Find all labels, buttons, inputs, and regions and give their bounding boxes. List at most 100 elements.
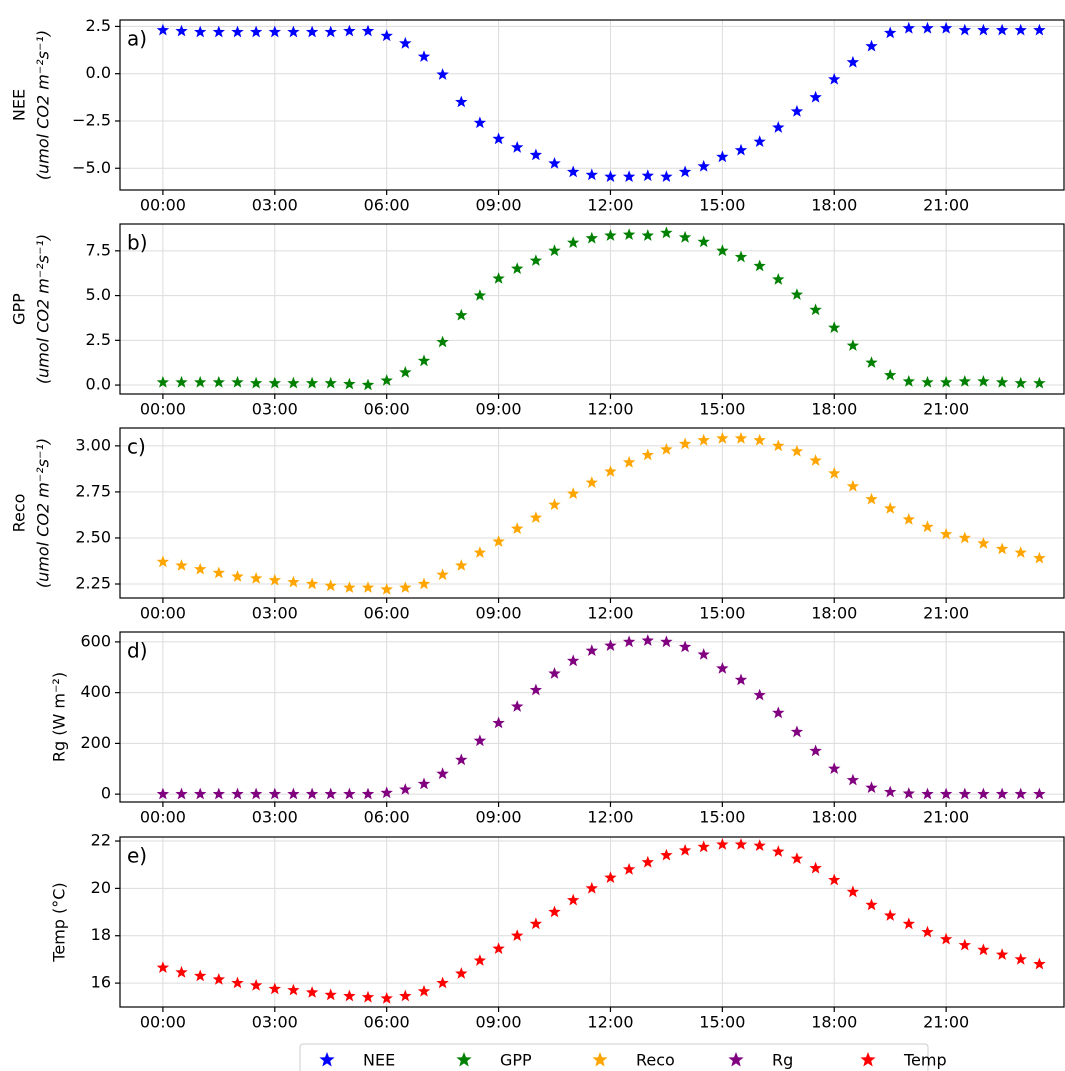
- star-marker: [622, 635, 636, 648]
- y-tick-label: 2.25: [75, 574, 111, 593]
- star-marker: [1014, 376, 1027, 389]
- star-marker: [305, 25, 319, 38]
- star-marker: [902, 917, 915, 930]
- y-axis-label: Rg (W m⁻²): [50, 672, 69, 762]
- x-tick-label: 00:00: [140, 1013, 186, 1032]
- star-marker: [343, 581, 356, 593]
- x-tick-label: 18:00: [811, 1013, 857, 1032]
- star-marker: [194, 375, 207, 388]
- star-marker: [156, 555, 170, 568]
- y-tick-label: 3.00: [75, 435, 111, 454]
- x-tick-label: 06:00: [364, 1013, 410, 1032]
- y-tick-label: 2.5: [86, 330, 111, 349]
- star-marker: [511, 262, 524, 274]
- star-marker: [622, 228, 636, 240]
- x-tick-label: 15:00: [699, 1013, 745, 1032]
- x-tick-label: 18:00: [811, 604, 857, 623]
- star-marker: [734, 838, 748, 850]
- star-marker: [790, 105, 804, 117]
- y-tick-label: 2.50: [75, 527, 111, 546]
- star-marker: [212, 787, 225, 800]
- legend-label: NEE: [363, 1051, 395, 1070]
- panel: 00:00 03:00 06:00 09:00 12:00 15:00 18:00 21:00…: [50, 831, 1065, 1032]
- star-marker: [772, 845, 785, 857]
- star-marker: [436, 568, 449, 581]
- star-marker: [361, 581, 375, 593]
- star-marker: [585, 168, 598, 181]
- star-marker: [977, 943, 990, 956]
- legend-label: Rg: [772, 1051, 793, 1070]
- star-marker: [1014, 787, 1027, 800]
- x-tick-label: 03:00: [252, 1013, 298, 1032]
- star-marker: [772, 706, 785, 719]
- star-marker: [865, 356, 878, 368]
- y-tick-label: 7.5: [86, 240, 111, 259]
- x-tick-label: 06:00: [364, 604, 410, 623]
- star-marker: [585, 881, 598, 894]
- x-tick-label: 21:00: [923, 196, 969, 215]
- star-marker: [343, 377, 356, 390]
- y-tick-label: 600: [80, 631, 111, 650]
- star-marker: [622, 170, 636, 182]
- y-axis-label: Temp (°C): [50, 882, 69, 962]
- star-marker: [473, 289, 487, 301]
- x-tick-label: 06:00: [364, 196, 410, 215]
- star-marker: [473, 734, 487, 747]
- axes-frame: [119, 223, 1065, 395]
- star-marker: [1033, 551, 1046, 564]
- star-marker: [809, 303, 822, 316]
- star-marker: [212, 566, 225, 579]
- star-marker: [399, 366, 412, 378]
- star-marker: [716, 244, 729, 257]
- star-marker: [716, 838, 729, 850]
- y-axis-label: (umol CO2 m⁻²s⁻¹): [34, 234, 53, 384]
- star-marker: [995, 23, 1009, 36]
- star-marker: [492, 132, 505, 145]
- legend-label: GPP: [500, 1051, 532, 1070]
- star-marker: [809, 861, 822, 874]
- star-marker: [511, 141, 524, 153]
- star-marker: [828, 762, 841, 774]
- star-marker: [417, 354, 431, 367]
- star-marker: [287, 983, 300, 996]
- star-marker: [678, 437, 692, 450]
- star-marker: [361, 24, 375, 37]
- star-marker: [902, 787, 915, 799]
- star-marker: [734, 250, 748, 263]
- star-marker: [343, 787, 356, 800]
- star-marker: [399, 989, 412, 1002]
- star-marker: [716, 662, 729, 674]
- star-marker: [716, 150, 729, 163]
- star-marker: [660, 848, 673, 861]
- star-marker: [697, 840, 710, 853]
- x-tick-label: 09:00: [476, 1013, 522, 1032]
- star-marker: [231, 375, 244, 388]
- legend: NEE GPP Reco Rg Temp: [299, 1043, 947, 1071]
- star-marker: [902, 21, 915, 34]
- x-tick-label: 09:00: [476, 400, 522, 419]
- star-marker: [660, 226, 673, 239]
- star-marker: [772, 121, 785, 133]
- star-marker: [436, 976, 449, 989]
- y-tick-label: 2.5: [86, 16, 111, 35]
- star-marker: [660, 443, 673, 455]
- star-marker: [473, 954, 487, 966]
- x-tick-label: 00:00: [140, 400, 186, 419]
- x-tick-label: 09:00: [476, 196, 522, 215]
- star-marker: [846, 55, 860, 68]
- star-marker: [399, 581, 412, 593]
- star-marker: [492, 535, 505, 547]
- y-tick-label: 18: [91, 925, 111, 944]
- star-marker: [399, 36, 412, 49]
- star-marker: [604, 229, 617, 241]
- star-marker: [809, 454, 822, 466]
- x-tick-label: 21:00: [923, 1013, 969, 1032]
- star-marker: [884, 502, 897, 514]
- x-tick-label: 00:00: [140, 604, 186, 623]
- legend-marker: [456, 1052, 472, 1067]
- star-marker: [1033, 957, 1046, 970]
- star-marker: [678, 165, 692, 178]
- star-marker: [305, 577, 319, 590]
- y-axis-label: GPP: [10, 293, 29, 325]
